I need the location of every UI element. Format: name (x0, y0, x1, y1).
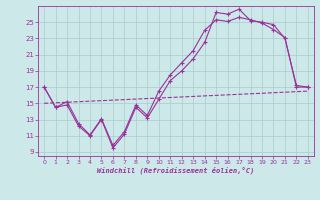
X-axis label: Windchill (Refroidissement éolien,°C): Windchill (Refroidissement éolien,°C) (97, 167, 255, 174)
